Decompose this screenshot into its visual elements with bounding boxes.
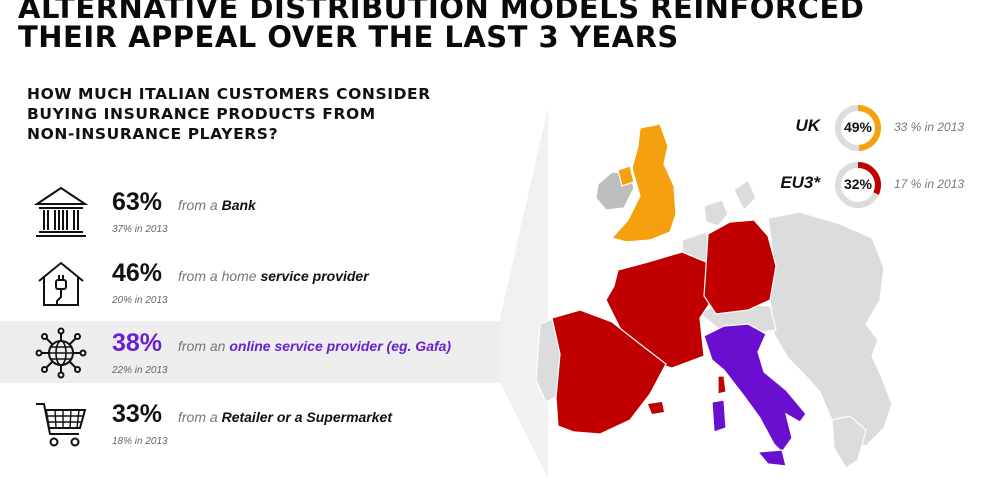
online-service-channel: online service provider (eg. Gafa) [229,338,452,354]
benchmark-uk-label: UK [795,116,820,135]
benchmark-eu3: EU3* 32% 17 % in 2013 [780,161,964,209]
retailer-prefix: from a [178,409,222,425]
channel-row-retailer: 33% from a Retailer or a Supermarket 18%… [0,392,500,454]
map-northern-ireland [617,165,635,187]
map-spain [551,309,667,435]
retailer-percent: 33% [112,400,163,428]
map-denmark [703,199,729,227]
map-balearic [648,402,664,414]
map-great-britain [610,123,677,243]
map-eastern-europe [767,211,893,447]
online-service-percent: 38% [112,329,163,357]
bank-icon [33,186,89,237]
survey-question: HOW MUCH ITALIAN CUSTOMERS CONSIDER BUYI… [27,84,431,144]
online-service-description: from an online service provider (eg. Gaf… [178,338,451,354]
map-scandinavia-tip [733,179,757,212]
map-germany [703,219,777,315]
benchmark-eu3-value: 32% [843,176,873,192]
home-service-channel: service provider [260,268,369,284]
title-line-1: ALTERNATIVE DISTRIBUTION MODELS REINFORC… [18,0,865,25]
benchmark-uk: UK 49% 33 % in 2013 [795,104,964,152]
home-service-previous: 20% in 2013 [112,295,168,306]
eu3-countries [551,219,777,435]
question-line-3: NON-INSURANCE PLAYERS? [27,125,279,143]
retailer-description: from a Retailer or a Supermarket [178,409,392,425]
channel-row-bank: 63% from a Bank 37% in 2013 [0,180,500,242]
channel-row-home-service: 46% from a home service provider 20% in … [0,251,500,313]
bank-prefix: from a [178,197,222,213]
benchmark-uk-ring [835,105,881,151]
title-line-2: THEIR APPEAL OVER THE LAST 3 YEARS [18,20,679,54]
retailer-channel: Retailer or a Supermarket [221,409,392,425]
question-line-1: HOW MUCH ITALIAN CUSTOMERS CONSIDER [27,85,431,103]
home-plug-icon [38,261,84,306]
home-service-prefix: from a home [178,268,261,284]
home-service-description: from a home service provider [178,268,369,284]
online-service-prefix: from an [178,338,230,354]
bank-previous: 37% in 2013 [112,224,168,235]
globe-network-icon [35,327,87,379]
map-corsica [717,375,727,395]
bank-percent: 63% [112,188,163,216]
map-sardinia [711,399,727,433]
retailer-previous: 18% in 2013 [112,436,168,447]
bank-channel: Bank [221,197,256,213]
map-italy [703,323,807,467]
shopping-cart-icon [36,403,87,447]
map-italy-mainland [703,323,807,453]
map-greece [831,415,867,469]
question-line-2: BUYING INSURANCE PRODUCTS FROM [27,105,376,123]
online-service-previous: 22% in 2013 [112,365,168,376]
home-service-percent: 46% [112,259,163,287]
benchmark-uk-previous: 33 % in 2013 [894,120,965,134]
benchmark-eu3-ring [835,162,881,208]
bank-description: from a Bank [178,197,256,213]
channel-row-online-service: 38% from an online service provider (eg.… [0,321,500,383]
page-title: ALTERNATIVE DISTRIBUTION MODELS REINFORC… [18,0,864,52]
benchmark-eu3-previous: 17 % in 2013 [894,177,965,191]
benchmark-uk-value: 49% [843,119,873,135]
benchmark-eu3-label: EU3* [780,173,820,192]
map-sicily [756,449,787,467]
map-uk [610,123,677,243]
